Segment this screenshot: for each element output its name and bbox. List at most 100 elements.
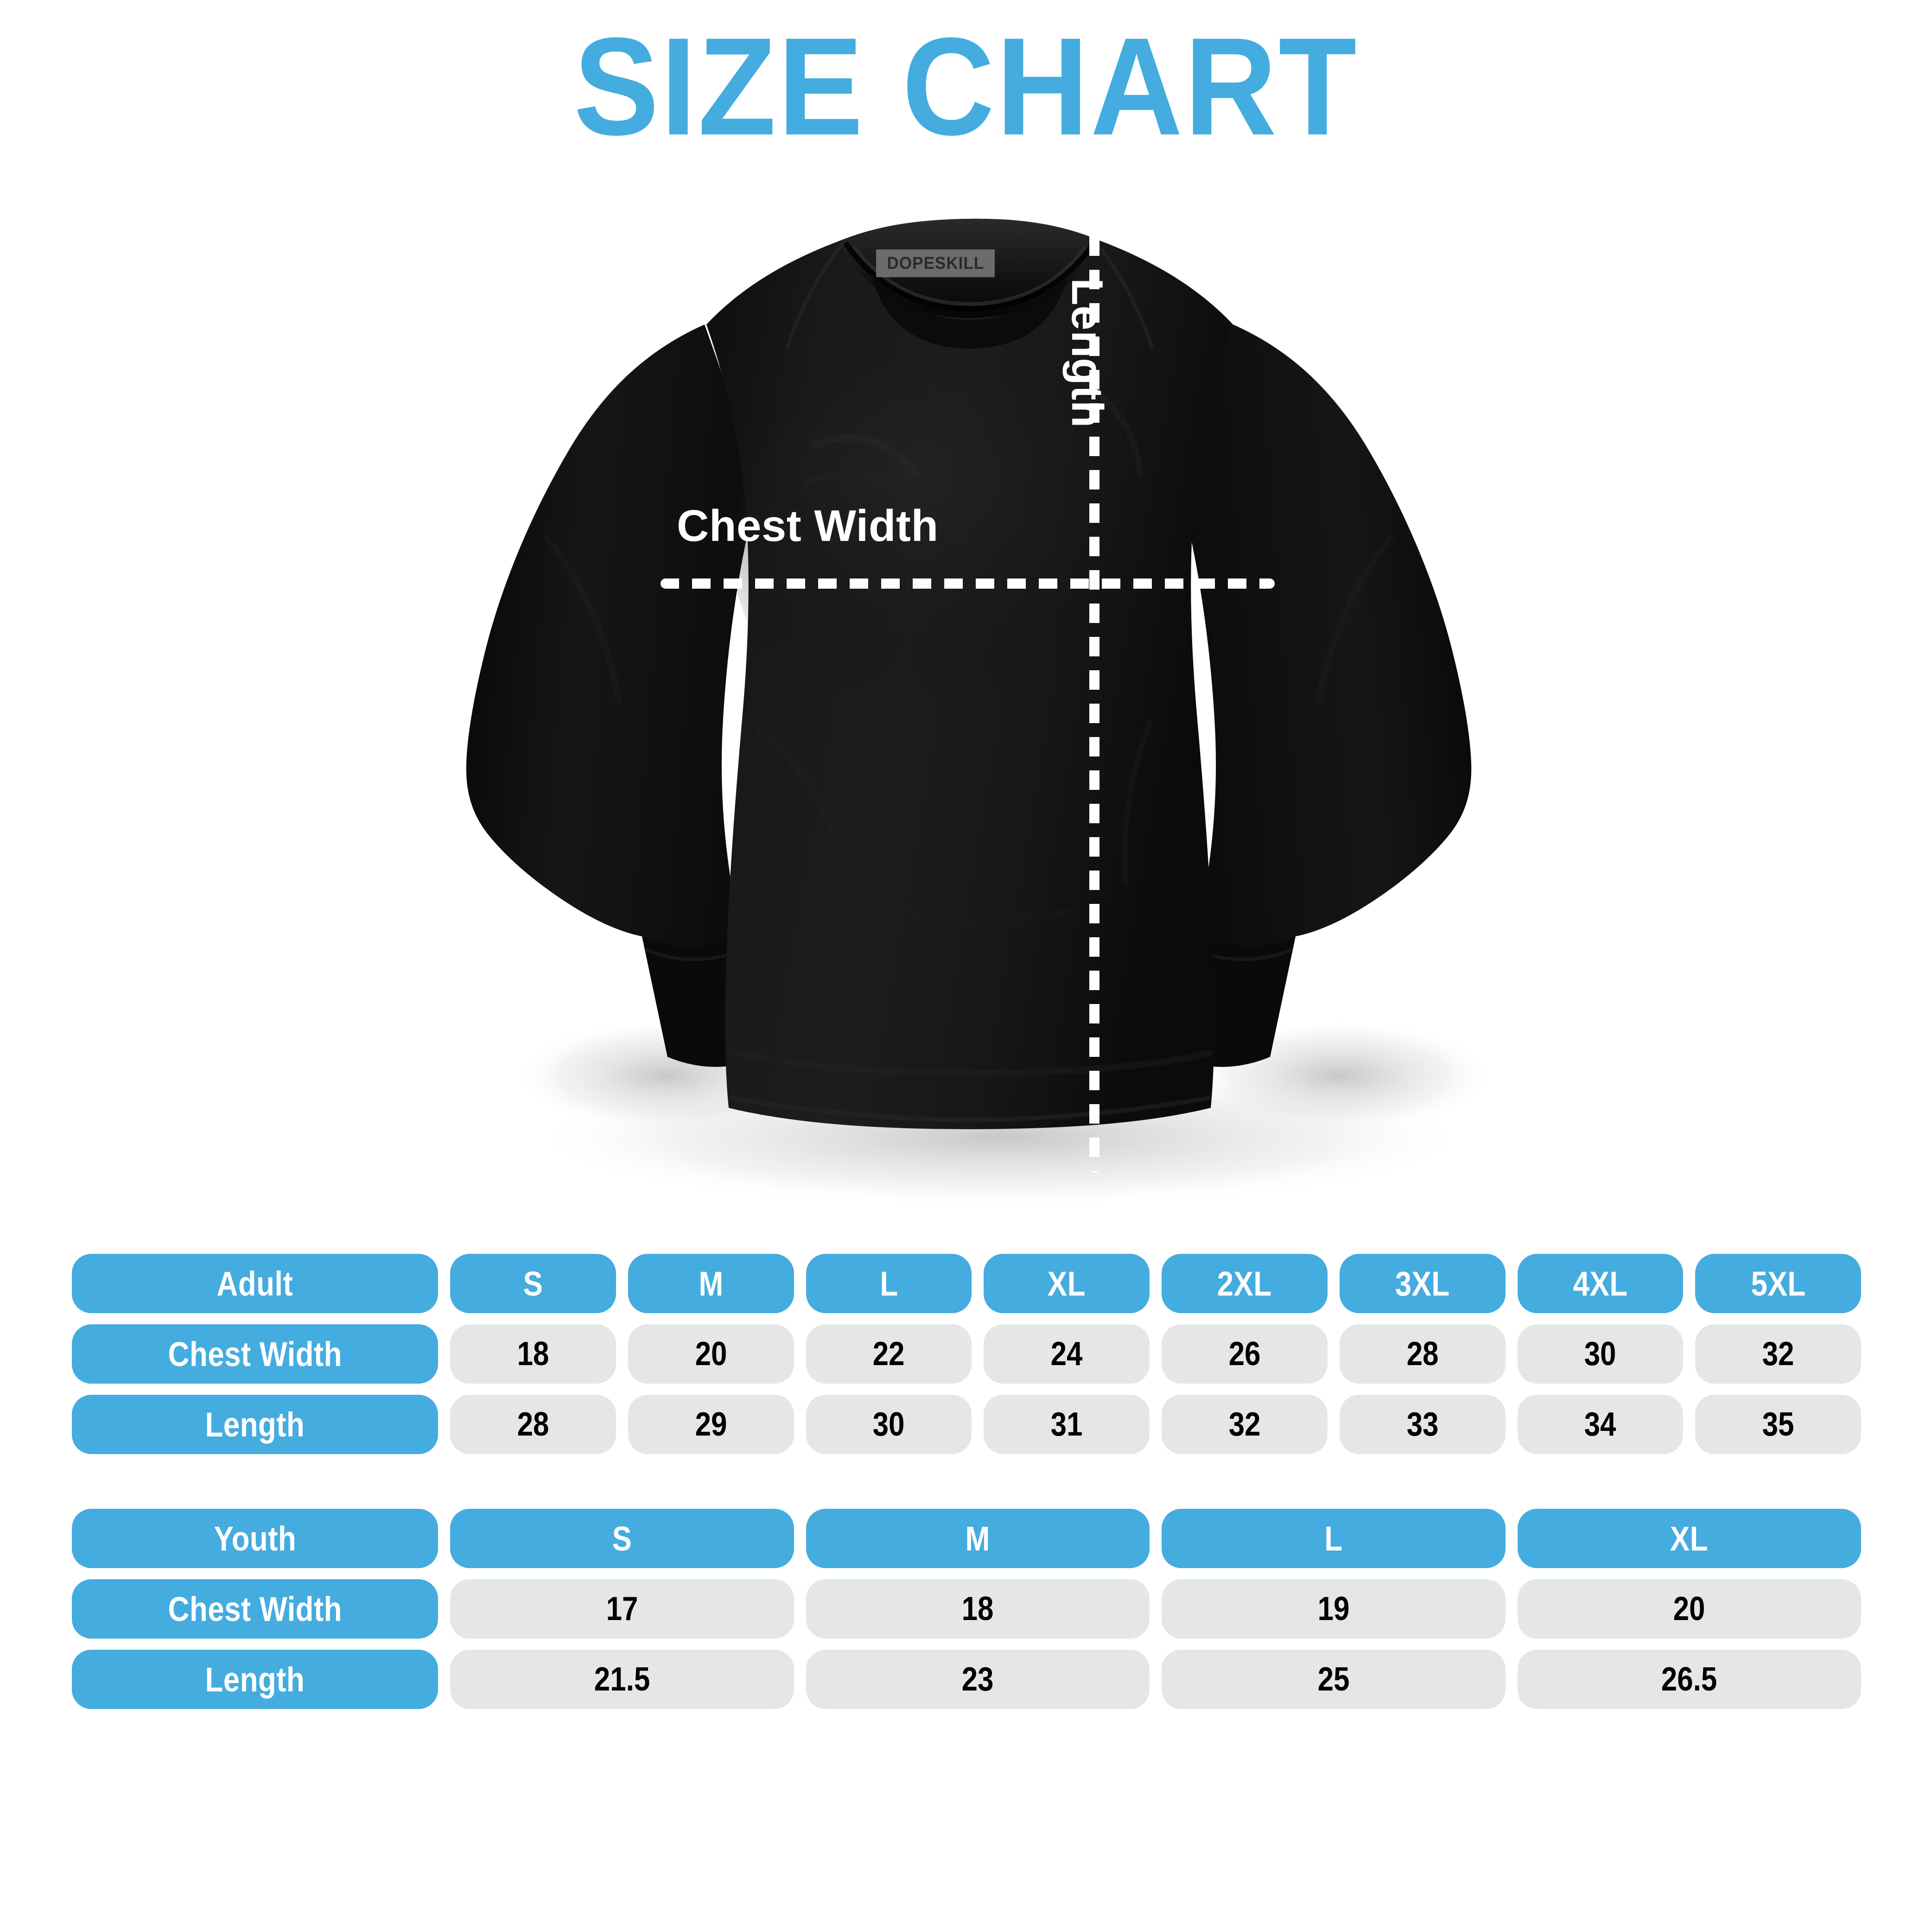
youth-chest-width-m: 18 bbox=[806, 1579, 1150, 1639]
adult-size-header-l-text: L bbox=[879, 1264, 898, 1303]
adult-length-m-text: 29 bbox=[695, 1406, 727, 1443]
youth-size-header-s: S bbox=[450, 1509, 794, 1568]
youth-chest-width-l-text: 19 bbox=[1317, 1590, 1350, 1627]
youth-size-header-l: L bbox=[1162, 1509, 1506, 1568]
youth-chest-width-s: 17 bbox=[450, 1579, 794, 1639]
size-tables: Adult S M L XL 2XL 3XL bbox=[72, 1254, 1861, 1709]
adult-chest-width-m-text: 20 bbox=[695, 1335, 727, 1373]
adult-size-header-m: M bbox=[628, 1254, 794, 1313]
youth-size-header-m-text: M bbox=[965, 1519, 990, 1558]
adult-chest-width-5xl: 32 bbox=[1695, 1324, 1861, 1384]
adult-size-header-xl: XL bbox=[984, 1254, 1150, 1313]
adult-size-table: Adult S M L XL 2XL 3XL bbox=[72, 1254, 1861, 1454]
adult-length-5xl: 35 bbox=[1695, 1395, 1861, 1454]
adult-size-header-s-text: S bbox=[523, 1264, 543, 1303]
youth-length-l-text: 25 bbox=[1317, 1661, 1350, 1698]
youth-length-xl: 26.5 bbox=[1517, 1650, 1861, 1709]
youth-chest-width-l: 19 bbox=[1162, 1579, 1506, 1639]
youth-size-header-s-text: S bbox=[612, 1519, 632, 1558]
adult-length-l-text: 30 bbox=[872, 1406, 905, 1443]
youth-size-table: Youth S M L XL Chest Width bbox=[72, 1509, 1861, 1709]
youth-chest-width-m-text: 18 bbox=[961, 1590, 994, 1627]
youth-length-s: 21.5 bbox=[450, 1650, 794, 1709]
youth-size-header-xl: XL bbox=[1517, 1509, 1861, 1568]
youth-length-label-text: Length bbox=[205, 1660, 305, 1699]
youth-chest-width-label: Chest Width bbox=[72, 1579, 438, 1639]
youth-length-s-text: 21.5 bbox=[594, 1661, 650, 1698]
adult-length-3xl: 33 bbox=[1339, 1395, 1506, 1454]
youth-corner-label-text: Youth bbox=[214, 1519, 296, 1558]
adult-chest-width-label: Chest Width bbox=[72, 1324, 438, 1384]
adult-length-xl: 31 bbox=[984, 1395, 1150, 1454]
adult-chest-width-s: 18 bbox=[450, 1324, 616, 1384]
chest-width-dashed-line bbox=[661, 578, 1275, 589]
adult-length-s: 28 bbox=[450, 1395, 616, 1454]
youth-length-xl-text: 26.5 bbox=[1661, 1661, 1717, 1698]
youth-size-header-l-text: L bbox=[1324, 1519, 1343, 1558]
adult-chest-width-label-text: Chest Width bbox=[168, 1335, 342, 1373]
adult-chest-width-row: Chest Width 18 20 22 24 26 28 bbox=[72, 1324, 1861, 1384]
adult-chest-width-3xl-text: 28 bbox=[1406, 1335, 1439, 1373]
neck-label-text: DOPESKILL bbox=[887, 254, 984, 273]
length-dashed-line bbox=[1089, 203, 1099, 1173]
adult-header-row: Adult S M L XL 2XL 3XL bbox=[72, 1254, 1861, 1313]
adult-length-3xl-text: 33 bbox=[1406, 1406, 1439, 1443]
youth-length-l: 25 bbox=[1162, 1650, 1506, 1709]
adult-size-header-l: L bbox=[806, 1254, 972, 1313]
adult-chest-width-s-text: 18 bbox=[517, 1335, 549, 1373]
adult-chest-width-xl: 24 bbox=[984, 1324, 1150, 1384]
adult-chest-width-4xl: 30 bbox=[1517, 1324, 1684, 1384]
chest-width-label: Chest Width bbox=[677, 501, 939, 551]
adult-chest-width-m: 20 bbox=[628, 1324, 794, 1384]
length-label: Length bbox=[1062, 278, 1112, 428]
adult-length-2xl-text: 32 bbox=[1228, 1406, 1261, 1443]
adult-length-m: 29 bbox=[628, 1395, 794, 1454]
youth-length-m: 23 bbox=[806, 1650, 1150, 1709]
long-sleeve-tee-shirt-icon bbox=[466, 218, 1493, 1208]
youth-chest-width-xl: 20 bbox=[1517, 1579, 1861, 1639]
adult-chest-width-l: 22 bbox=[806, 1324, 972, 1384]
adult-size-header-5xl-text: 5XL bbox=[1751, 1264, 1806, 1303]
adult-length-l: 30 bbox=[806, 1395, 972, 1454]
adult-chest-width-xl-text: 24 bbox=[1050, 1335, 1083, 1373]
adult-chest-width-3xl: 28 bbox=[1339, 1324, 1506, 1384]
adult-chest-width-2xl: 26 bbox=[1162, 1324, 1328, 1384]
adult-chest-width-2xl-text: 26 bbox=[1228, 1335, 1261, 1373]
adult-length-s-text: 28 bbox=[517, 1406, 549, 1443]
youth-chest-width-xl-text: 20 bbox=[1673, 1590, 1705, 1627]
youth-chest-width-row: Chest Width 17 18 19 20 bbox=[72, 1579, 1861, 1639]
adult-length-label: Length bbox=[72, 1395, 438, 1454]
garment-figure: DOPESKILL Chest Width Length bbox=[408, 185, 1530, 1219]
youth-length-label: Length bbox=[72, 1650, 438, 1709]
youth-length-m-text: 23 bbox=[961, 1661, 994, 1698]
adult-chest-width-l-text: 22 bbox=[872, 1335, 905, 1373]
adult-length-xl-text: 31 bbox=[1050, 1406, 1083, 1443]
adult-length-4xl-text: 34 bbox=[1584, 1406, 1616, 1443]
garment-illustration: DOPESKILL Chest Width Length bbox=[0, 185, 1932, 1228]
youth-length-row: Length 21.5 23 25 26.5 bbox=[72, 1650, 1861, 1709]
neck-label-tag: DOPESKILL bbox=[876, 249, 995, 277]
page-title: SIZE CHART bbox=[573, 8, 1359, 164]
adult-length-4xl: 34 bbox=[1517, 1395, 1684, 1454]
adult-size-header-3xl: 3XL bbox=[1339, 1254, 1506, 1313]
adult-corner-label-text: Adult bbox=[216, 1264, 293, 1303]
adult-size-header-4xl: 4XL bbox=[1517, 1254, 1684, 1313]
adult-length-2xl: 32 bbox=[1162, 1395, 1328, 1454]
youth-chest-width-s-text: 17 bbox=[606, 1590, 638, 1627]
adult-length-5xl-text: 35 bbox=[1762, 1406, 1794, 1443]
adult-size-header-2xl-text: 2XL bbox=[1217, 1264, 1272, 1303]
youth-header-row: Youth S M L XL bbox=[72, 1509, 1861, 1568]
adult-corner-label: Adult bbox=[72, 1254, 438, 1313]
adult-length-row: Length 28 29 30 31 32 33 bbox=[72, 1395, 1861, 1454]
adult-size-header-3xl-text: 3XL bbox=[1395, 1264, 1450, 1303]
youth-size-header-m: M bbox=[806, 1509, 1150, 1568]
adult-size-header-m-text: M bbox=[698, 1264, 724, 1303]
adult-size-header-5xl: 5XL bbox=[1695, 1254, 1861, 1313]
adult-size-header-xl-text: XL bbox=[1048, 1264, 1086, 1303]
adult-size-header-4xl-text: 4XL bbox=[1573, 1264, 1628, 1303]
youth-size-header-xl-text: XL bbox=[1670, 1519, 1709, 1558]
adult-chest-width-5xl-text: 32 bbox=[1762, 1335, 1794, 1373]
youth-corner-label: Youth bbox=[72, 1509, 438, 1568]
adult-chest-width-4xl-text: 30 bbox=[1584, 1335, 1616, 1373]
